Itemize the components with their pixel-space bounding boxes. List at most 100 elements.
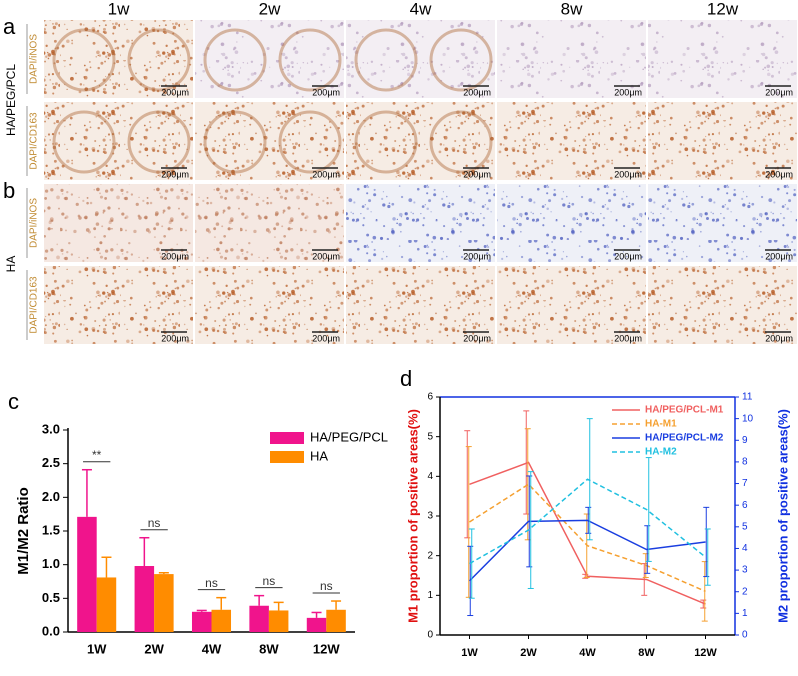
stain-label: DAPI/iNOS <box>29 34 40 84</box>
micrograph <box>497 266 646 344</box>
micrograph <box>44 20 193 98</box>
x-tick-label: 4W <box>579 647 596 659</box>
bar <box>77 516 97 632</box>
y-tick-label: 0.5 <box>42 590 60 605</box>
micrograph <box>648 20 797 98</box>
scale-bar-label: 200μm <box>614 169 642 179</box>
significance-label: ns <box>205 576 218 590</box>
panel-label: d <box>400 366 412 391</box>
bar <box>326 609 346 632</box>
scaffold-sphere <box>127 28 191 92</box>
y-tick-label: 0 <box>427 630 433 641</box>
group-label: HA/PEG/PCL <box>4 64 18 136</box>
bar <box>249 605 269 632</box>
y2-tick-label: 2 <box>742 586 748 597</box>
column-label: 12w <box>707 0 739 18</box>
micrograph <box>346 102 495 180</box>
y2-tick-label: 5 <box>742 521 748 532</box>
series-line <box>469 483 706 593</box>
scale-bar-label: 200μm <box>161 333 189 343</box>
x-tick-label: 8W <box>259 641 279 656</box>
y-tick-label: 6 <box>427 392 433 403</box>
legend-swatch <box>270 432 304 444</box>
series-line <box>469 478 706 565</box>
scale-bar-label: 200μm <box>312 87 340 97</box>
scaffold-sphere <box>127 110 191 174</box>
scaffold-sphere <box>203 110 267 174</box>
significance-label: ns <box>320 579 333 593</box>
y-tick-label: 1.0 <box>42 556 60 571</box>
x-tick-label: 12W <box>694 647 717 659</box>
panel-label: b <box>3 178 15 203</box>
y2-tick-label: 6 <box>742 500 748 511</box>
group-label: HA <box>4 256 18 273</box>
legend-label: HA/PEG/PCL-M1 <box>645 405 724 416</box>
micrograph <box>195 266 344 344</box>
legend-label: HA/PEG/PCL <box>310 429 388 444</box>
significance-label: ns <box>263 574 276 588</box>
scale-bar-label: 200μm <box>463 251 491 261</box>
scale-bar-label: 200μm <box>765 169 793 179</box>
column-label: 1w <box>108 0 130 18</box>
scaffold-sphere <box>354 110 418 174</box>
y-tick-label: 2.5 <box>42 455 60 470</box>
scale-bar-label: 200μm <box>765 333 793 343</box>
y-axis-label: M1/M2 Ratio <box>15 487 32 575</box>
scale-bar-label: 200μm <box>765 87 793 97</box>
micrograph <box>195 20 344 98</box>
y-tick-label: 1 <box>427 590 433 601</box>
y-tick-label: 5 <box>427 431 433 442</box>
scaffold-sphere <box>203 28 267 92</box>
y-tick-label: 1.5 <box>42 522 60 537</box>
stain-label: DAPI/CD163 <box>29 276 40 334</box>
legend-label: HA-M2 <box>645 447 677 458</box>
series-line <box>468 519 706 582</box>
micrograph <box>497 102 646 180</box>
series-line <box>469 461 706 605</box>
micrograph <box>648 266 797 344</box>
scaffold-sphere <box>52 110 116 174</box>
stain-label: DAPI/iNOS <box>29 198 40 248</box>
y-tick-label: 3 <box>427 511 433 522</box>
y2-tick-label: 11 <box>742 392 753 403</box>
micrograph <box>497 184 646 262</box>
y-tick-label: 3.0 <box>42 421 60 436</box>
scale-bar-label: 200μm <box>463 169 491 179</box>
bar <box>96 577 117 632</box>
micrograph <box>195 184 344 262</box>
y2-tick-label: 0 <box>742 630 748 641</box>
micrograph <box>346 266 495 344</box>
scaffold-sphere <box>278 110 342 174</box>
y2-tick-label: 3 <box>742 565 748 576</box>
x-tick-label: 2W <box>144 641 164 656</box>
y-tick-label: 2.0 <box>42 489 60 504</box>
micrograph <box>497 20 646 98</box>
scale-bar-label: 200μm <box>463 87 491 97</box>
scaffold-sphere <box>278 28 342 92</box>
stain-label: DAPI/CD163 <box>29 112 40 170</box>
significance-label: ns <box>148 516 161 530</box>
micrograph <box>195 102 344 180</box>
panel-label: a <box>3 14 16 39</box>
scale-bar-label: 200μm <box>765 251 793 261</box>
scale-bar-label: 200μm <box>312 169 340 179</box>
legend-swatch <box>270 451 304 463</box>
legend-label: HA/PEG/PCL-M2 <box>645 433 724 444</box>
y2-tick-label: 9 <box>742 435 748 446</box>
scale-bar-label: 200μm <box>161 251 189 261</box>
scale-bar-label: 200μm <box>463 333 491 343</box>
bar <box>211 609 232 632</box>
column-label: 4w <box>410 0 432 18</box>
bar <box>268 610 289 632</box>
scaffold-sphere <box>429 110 493 174</box>
y2-tick-label: 7 <box>742 478 748 489</box>
x-tick-label: 12W <box>313 641 340 656</box>
micrograph <box>44 184 193 262</box>
bar <box>191 611 212 632</box>
scaffold-sphere <box>429 28 493 92</box>
micrograph <box>346 20 495 98</box>
y2-tick-label: 8 <box>742 457 748 468</box>
significance-label: ** <box>92 448 102 462</box>
micrograph <box>648 102 797 180</box>
